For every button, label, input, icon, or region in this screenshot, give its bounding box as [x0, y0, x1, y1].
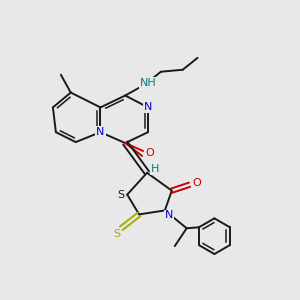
Text: O: O: [192, 178, 201, 188]
Text: NH: NH: [140, 78, 156, 88]
Text: N: N: [165, 210, 173, 220]
Text: O: O: [146, 148, 154, 158]
Text: S: S: [118, 190, 125, 200]
Text: N: N: [144, 102, 152, 112]
Text: H: H: [151, 164, 159, 174]
Text: N: N: [96, 127, 105, 137]
Text: S: S: [113, 229, 120, 239]
